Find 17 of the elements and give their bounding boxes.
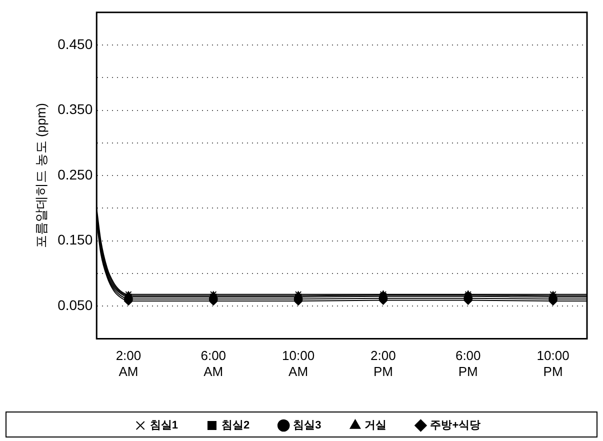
legend-label: 거실: [364, 420, 387, 432]
legend-label: 침실1: [150, 420, 178, 432]
y-tick-label: 0.350: [58, 101, 93, 118]
x-tick-label: 6:00 AM: [200, 348, 226, 379]
x-tick-label: 10:00 AM: [282, 348, 315, 379]
y-tick-label: 0.050: [58, 297, 93, 314]
y-tick-label: 0.450: [58, 36, 93, 52]
x-tick-label: 6:00 PM: [455, 348, 481, 379]
y-tick-label: 0.250: [58, 166, 93, 182]
legend-label: 침실2: [221, 420, 250, 432]
x-tick-label: 2:00 AM: [116, 348, 142, 379]
y-axis-title: 포름알데히드 농도 (ppm): [33, 103, 48, 248]
y-tick-label: 0.150: [58, 232, 93, 248]
legend-label: 침실3: [293, 420, 322, 432]
x-tick-label: 10:00 PM: [536, 348, 570, 379]
x-tick-label: 2:00 PM: [370, 348, 396, 379]
legend-label: 주방+식당: [430, 420, 481, 432]
